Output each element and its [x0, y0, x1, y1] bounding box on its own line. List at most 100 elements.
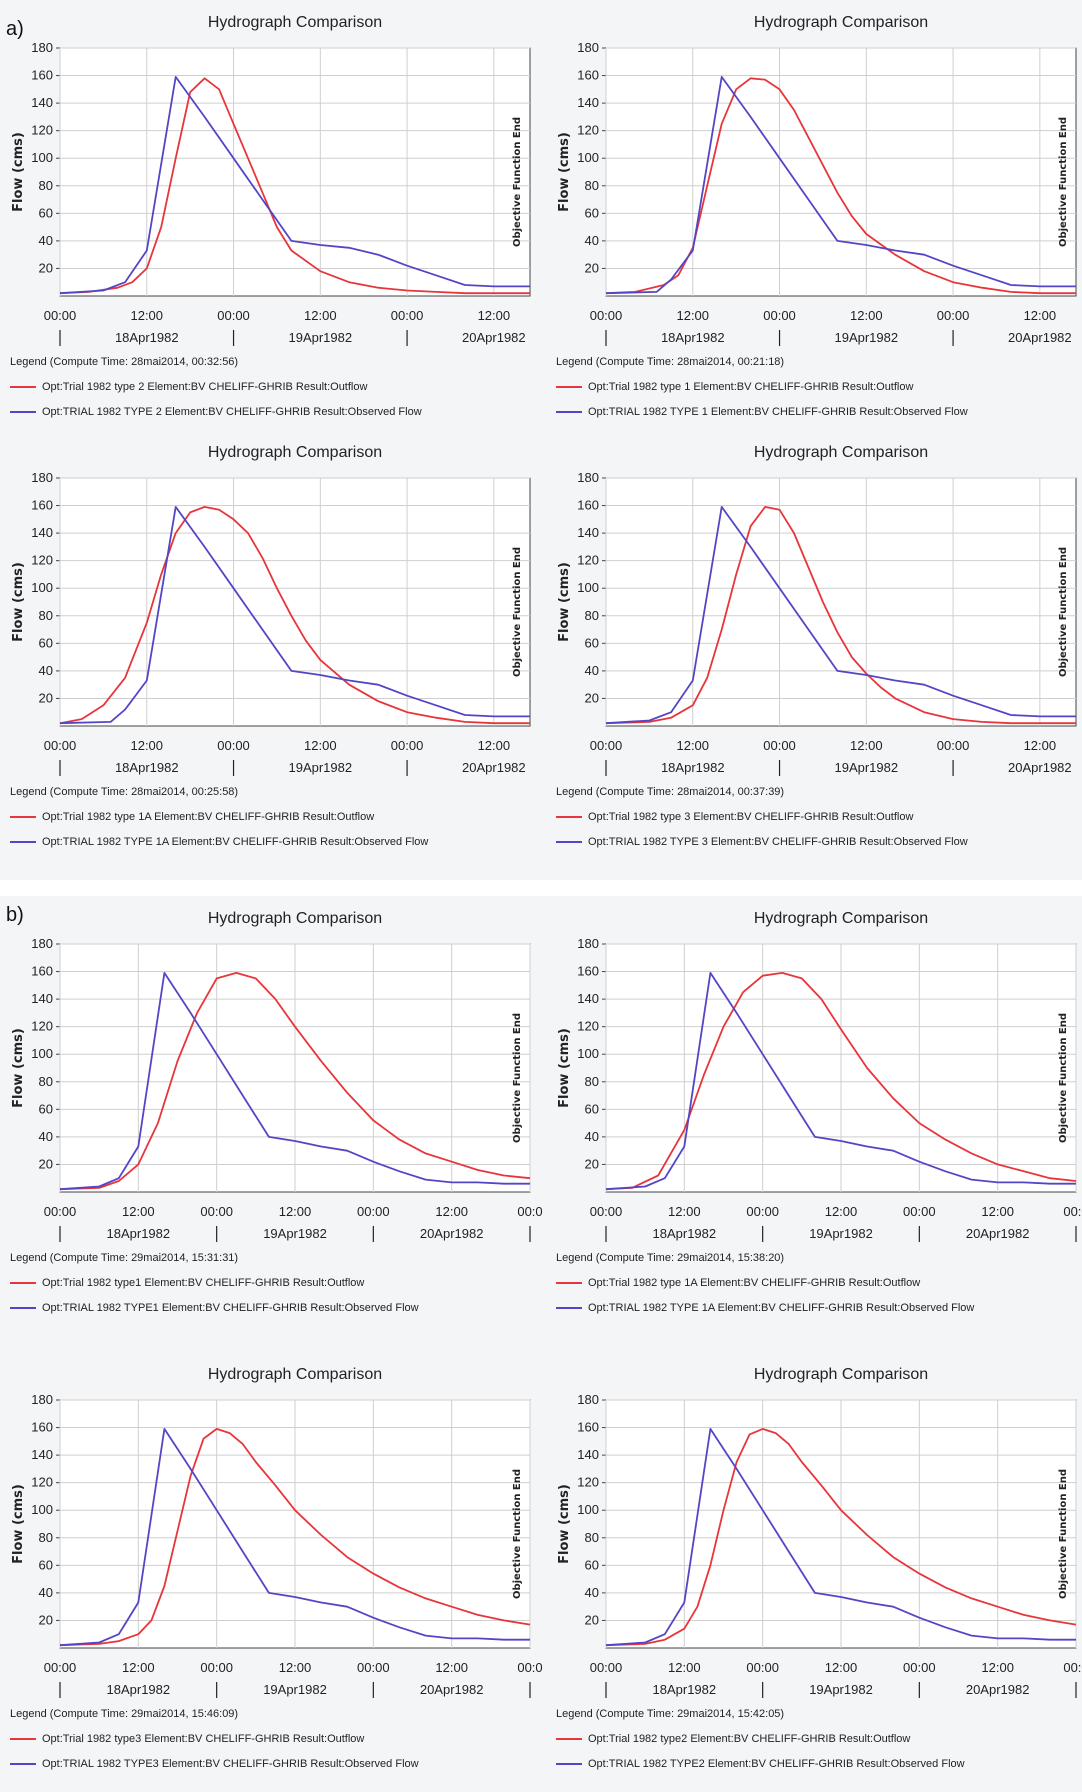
y-tick-label: 80	[39, 1530, 53, 1545]
y-tick-label: 60	[39, 635, 53, 650]
legend-swatch	[556, 386, 582, 388]
objective-function-end-label: Objective Function End	[512, 547, 523, 677]
legend-label: Opt:TRIAL 1982 TYPE 2 Element:BV CHELIFF…	[42, 406, 422, 418]
observed-flow-series-line	[59, 506, 530, 725]
chart-title: Hydrograph Comparison	[208, 1366, 382, 1383]
y-tick-label: 140	[577, 991, 599, 1006]
x-tick-label: 00:0	[1063, 1204, 1082, 1219]
legend-label: Opt:Trial 1982 type3 Element:BV CHELIFF-…	[42, 1733, 365, 1745]
y-axis-label: Flow (cms)	[557, 1028, 572, 1108]
y-tick-label: 40	[39, 233, 53, 248]
y-tick-label: 140	[31, 525, 53, 540]
legend-swatch	[10, 1738, 36, 1740]
y-tick-label: 180	[577, 1392, 599, 1407]
plot-area	[605, 47, 1077, 297]
legend-header: Legend (Compute Time: 29mai2014, 15:42:0…	[556, 1708, 785, 1720]
day-label: 19Apr1982	[263, 1226, 327, 1241]
y-tick-label: 20	[39, 690, 53, 705]
observed-flow-series-line	[59, 972, 530, 1191]
legend-entry: Opt:Trial 1982 type 1A Element:BV CHELIF…	[556, 1277, 974, 1289]
day-label: 18Apr1982	[661, 760, 725, 775]
day-label: 19Apr1982	[834, 760, 898, 775]
y-tick-label: 180	[31, 40, 53, 55]
y-tick-label: 60	[585, 205, 599, 220]
legend-entry: Opt:TRIAL 1982 TYPE 2 Element:BV CHELIFF…	[10, 406, 422, 418]
y-tick-label: 60	[585, 1101, 599, 1116]
day-label: 20Apr1982	[966, 1682, 1030, 1697]
y-tick-label: 100	[577, 150, 599, 165]
x-tick-label: 00:00	[590, 738, 623, 753]
y-tick-label: 20	[39, 1612, 53, 1627]
x-tick-label: 00:00	[357, 1204, 390, 1219]
legend-swatch	[10, 1282, 36, 1284]
hydrograph-panel: Hydrograph Comparison 20 40 60 80 100 120 140 16…	[546, 1352, 1082, 1792]
x-tick-label: 00:00	[391, 738, 424, 753]
hydrograph-chart: Hydrograph Comparison 20 40 60 80 100 120 140 16…	[557, 444, 1077, 776]
legend-swatch	[556, 1307, 582, 1309]
legend-header: Legend (Compute Time: 29mai2014, 15:46:0…	[10, 1708, 239, 1720]
legend-label: Opt:TRIAL 1982 TYPE 3 Element:BV CHELIFF…	[588, 836, 968, 848]
y-tick-label: 160	[577, 498, 599, 513]
x-tick-label: 00:00	[217, 308, 250, 323]
legend-entry: Opt:Trial 1982 type 1 Element:BV CHELIFF…	[556, 381, 968, 393]
x-tick-label: 12:00	[825, 1204, 858, 1219]
y-tick-label: 80	[39, 608, 53, 623]
observed-flow-series-line	[605, 76, 1076, 295]
hydrograph-panel: Hydrograph Comparison 20 40 60 80 100 120 140 16…	[0, 896, 543, 1336]
y-tick-label: 60	[39, 1557, 53, 1572]
x-tick-label: 00:00	[937, 308, 970, 323]
y-tick-label: 120	[577, 1019, 599, 1034]
y-tick-label: 160	[577, 68, 599, 83]
legend: Legend (Compute Time: 29mai2014, 15:46:0…	[10, 1708, 419, 1770]
x-tick-label: 00:00	[44, 1204, 77, 1219]
y-tick-label: 80	[39, 1074, 53, 1089]
legend-entry: Opt:TRIAL 1982 TYPE 1 Element:BV CHELIFF…	[556, 406, 968, 418]
y-tick-label: 20	[39, 260, 53, 275]
legend-swatch	[556, 411, 582, 413]
legend-swatch	[10, 386, 36, 388]
outflow-series-line	[59, 1428, 531, 1647]
y-tick-label: 100	[577, 1046, 599, 1061]
legend-swatch	[10, 1763, 36, 1765]
day-label: 19Apr1982	[288, 760, 352, 775]
x-tick-label: 00:00	[763, 308, 796, 323]
hydrograph-panel: Hydrograph Comparison 20 40 60 80 100 120 140 16…	[0, 0, 536, 440]
objective-function-end-label: Objective Function End	[1058, 117, 1069, 247]
x-tick-label: 00:00	[746, 1204, 779, 1219]
legend-swatch	[10, 1307, 36, 1309]
y-tick-label: 100	[577, 580, 599, 595]
y-tick-label: 100	[31, 580, 53, 595]
y-tick-label: 140	[31, 95, 53, 110]
x-tick-label: 12:00	[668, 1660, 701, 1675]
legend: Legend (Compute Time: 28mai2014, 00:25:5…	[10, 786, 428, 848]
y-tick-label: 160	[31, 68, 53, 83]
y-tick-label: 80	[585, 1074, 599, 1089]
legend-header: Legend (Compute Time: 28mai2014, 00:25:5…	[10, 786, 239, 798]
x-tick-label: 00:00	[44, 308, 77, 323]
y-tick-label: 160	[31, 964, 53, 979]
y-tick-label: 100	[31, 1046, 53, 1061]
objective-function-end-label: Objective Function End	[1058, 1013, 1069, 1143]
y-tick-label: 120	[577, 123, 599, 138]
y-tick-label: 80	[39, 178, 53, 193]
plot-area	[59, 477, 531, 727]
legend-label: Opt:TRIAL 1982 TYPE3 Element:BV CHELIFF-…	[42, 1758, 419, 1770]
legend-label: Opt:Trial 1982 type 2 Element:BV CHELIFF…	[42, 381, 368, 393]
hydrograph-chart: Hydrograph Comparison 20 40 60 80 100 120 140 16…	[557, 910, 1082, 1242]
outflow-series-line	[605, 972, 1077, 1191]
y-tick-label: 160	[31, 1420, 53, 1435]
y-tick-label: 140	[31, 1447, 53, 1462]
legend: Legend (Compute Time: 28mai2014, 00:32:5…	[10, 356, 422, 418]
legend-entry: Opt:TRIAL 1982 TYPE3 Element:BV CHELIFF-…	[10, 1758, 419, 1770]
x-tick-label: 12:00	[850, 738, 883, 753]
objective-function-end-label: Objective Function End	[512, 1469, 523, 1599]
x-tick-label: 12:00	[130, 738, 163, 753]
day-label: 20Apr1982	[462, 330, 526, 345]
legend-label: Opt:TRIAL 1982 TYPE1 Element:BV CHELIFF-…	[42, 1302, 419, 1314]
x-tick-label: 12:00	[981, 1660, 1014, 1675]
x-tick-label: 00:00	[590, 1660, 623, 1675]
y-tick-label: 20	[585, 260, 599, 275]
y-tick-label: 60	[585, 1557, 599, 1572]
legend: Legend (Compute Time: 29mai2014, 15:38:2…	[556, 1252, 974, 1314]
day-label: 20Apr1982	[420, 1682, 484, 1697]
